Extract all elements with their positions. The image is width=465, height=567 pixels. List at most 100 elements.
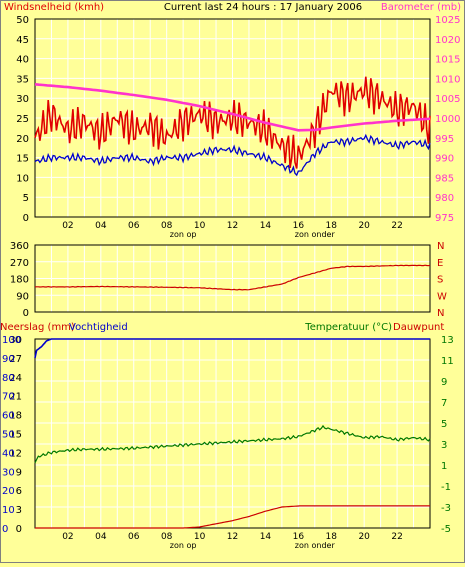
wind-y-tick: 0 [23, 213, 29, 224]
dewpoint-axis-title: Dauwpunt [393, 322, 444, 333]
wind-y-tick: 30 [16, 94, 29, 105]
wind-x-tick: 04 [95, 221, 107, 231]
wind-average-line [34, 133, 431, 177]
weather-sun-marker: zon op [170, 541, 197, 550]
barometer-y-tick: 990 [435, 154, 454, 165]
weather-x-tick: 06 [128, 532, 140, 542]
temperature-y-tick: 13 [441, 335, 454, 346]
compass-label: W [437, 291, 447, 302]
humidity-line [34, 338, 430, 359]
direction-y-tick: 180 [10, 275, 29, 286]
rain-y-tick: 30 [9, 335, 22, 346]
temperature-y-tick: 1 [441, 461, 447, 472]
barometer-line [34, 83, 431, 132]
humidity-y-tick: 10 [2, 505, 15, 516]
weather-x-tick: 18 [326, 532, 338, 542]
rain-y-tick: 27 [9, 354, 22, 365]
barometer-y-tick: 980 [435, 193, 454, 204]
weather-x-tick: 08 [161, 532, 173, 542]
direction-y-tick: 270 [10, 258, 29, 269]
rain-y-tick: 21 [9, 392, 22, 403]
dewpoint-line [35, 505, 430, 529]
humidity-y-tick: 80 [2, 373, 15, 384]
barometer-axis-title: Barometer (mb) [381, 2, 461, 13]
wind-y-tick: 50 [16, 15, 29, 26]
compass-label: N [437, 308, 444, 319]
rain-y-tick: 18 [9, 411, 22, 422]
wind-x-tick: 12 [227, 221, 238, 231]
wind-direction-line [34, 264, 431, 291]
weather-x-tick: 16 [293, 532, 305, 542]
humidity-y-tick: 50 [2, 430, 15, 441]
barometer-y-tick: 1020 [435, 35, 460, 46]
weather-x-tick: 14 [260, 532, 272, 542]
humidity-y-tick: 60 [2, 411, 15, 422]
compass-label: N [437, 241, 444, 252]
rain-y-tick: 24 [9, 373, 22, 384]
temperature-y-tick: 3 [441, 440, 447, 451]
weather-x-tick: 12 [227, 532, 238, 542]
weather-x-tick: 20 [358, 532, 370, 542]
weather-x-tick: 10 [194, 532, 206, 542]
compass-label: E [437, 258, 443, 269]
wind-axis-title: Windsnelheid (kmh) [4, 2, 104, 13]
direction-y-tick: 360 [10, 241, 29, 252]
rain-y-tick: 12 [9, 448, 22, 459]
wind-gust-line [34, 76, 431, 169]
temperature-y-tick: -1 [441, 482, 451, 493]
wind-x-tick: 06 [128, 221, 140, 231]
wind-x-tick: 16 [293, 221, 305, 231]
temperature-y-tick: 11 [441, 356, 454, 367]
direction-y-tick: 0 [23, 308, 29, 319]
weather-x-tick: 02 [62, 532, 73, 542]
rain-y-tick: 9 [16, 467, 22, 478]
wind-x-tick: 10 [194, 221, 206, 231]
barometer-y-tick: 975 [435, 213, 454, 224]
temperature-y-tick: -5 [441, 524, 451, 535]
wind-y-tick: 15 [16, 154, 29, 165]
temperature-axis-title: Temperatuur (°C) [304, 322, 392, 333]
wind-y-tick: 10 [16, 173, 29, 184]
wind-x-tick: 18 [326, 221, 338, 231]
humidity-y-tick: 100 [2, 335, 21, 346]
barometer-y-tick: 1005 [435, 94, 460, 105]
direction-y-tick: 90 [16, 291, 29, 302]
weather-x-tick: 04 [95, 532, 107, 542]
rain-y-tick: 15 [9, 430, 22, 441]
wind-y-tick: 5 [23, 193, 29, 204]
wind-x-tick: 22 [391, 221, 402, 231]
wind-x-tick: 02 [62, 221, 73, 231]
barometer-y-tick: 1010 [435, 74, 460, 85]
weather-x-tick: 22 [391, 532, 402, 542]
humidity-y-tick: 0 [2, 524, 8, 535]
temperature-y-tick: 7 [441, 398, 447, 409]
humidity-axis-title: Vochtigheid [69, 322, 128, 333]
humidity-y-tick: 70 [2, 392, 15, 403]
chart-title: Current last 24 hours : 17 January 2006 [164, 2, 362, 13]
temperature-y-tick: -3 [441, 503, 451, 514]
humidity-y-tick: 20 [2, 486, 15, 497]
rain-y-tick: 3 [16, 505, 22, 516]
rain-y-tick: 6 [16, 486, 22, 497]
barometer-y-tick: 1025 [435, 15, 460, 26]
wind-y-tick: 20 [16, 134, 29, 145]
barometer-y-tick: 995 [435, 134, 454, 145]
wind-sun-marker: zon onder [295, 230, 336, 239]
humidity-y-tick: 30 [2, 467, 15, 478]
temperature-y-tick: 9 [441, 377, 447, 388]
wind-x-tick: 20 [358, 221, 370, 231]
compass-label: S [437, 275, 443, 286]
wind-y-tick: 25 [16, 114, 29, 125]
humidity-y-tick: 90 [2, 354, 15, 365]
direction-panel-plot-frame [34, 244, 431, 313]
wind-sun-marker: zon op [170, 230, 197, 239]
weather-sun-marker: zon onder [295, 541, 336, 550]
wind-x-tick: 08 [161, 221, 173, 231]
barometer-y-tick: 1000 [435, 114, 460, 125]
wind-y-tick: 45 [16, 35, 29, 46]
wind-x-tick: 14 [260, 221, 272, 231]
humidity-y-tick: 40 [2, 448, 15, 459]
rain-y-tick: 0 [16, 524, 22, 535]
